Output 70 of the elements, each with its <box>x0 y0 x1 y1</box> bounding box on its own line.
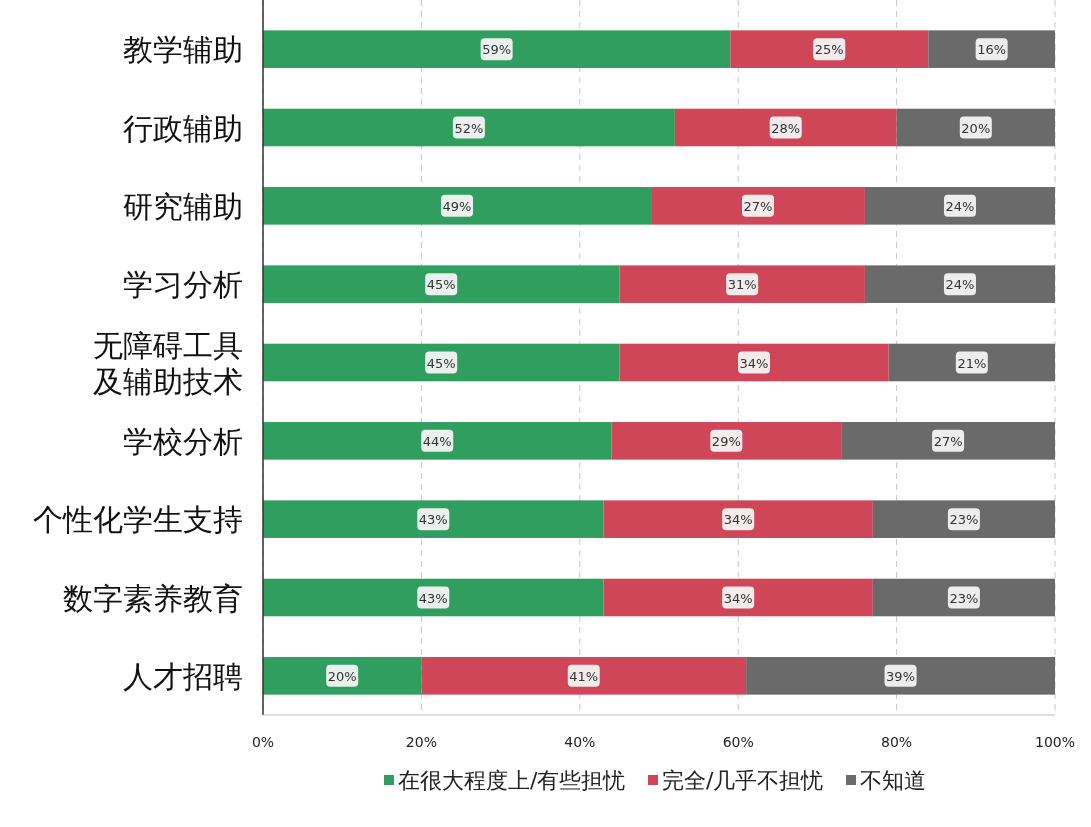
y-tick-label: 研究辅助 <box>123 188 243 224</box>
bar <box>603 578 873 617</box>
data-label: 34% <box>723 590 753 606</box>
x-tick-label: 80% <box>881 734 913 750</box>
data-label: 52% <box>454 120 484 136</box>
x-tick-label: 20% <box>405 734 437 750</box>
bar <box>674 108 897 147</box>
bar <box>263 108 675 147</box>
data-label: 41% <box>569 668 599 684</box>
data-label: 25% <box>814 42 844 58</box>
bar <box>651 187 865 225</box>
data-label: 34% <box>723 512 753 528</box>
x-tick-label: 0% <box>251 734 275 750</box>
data-label: 23% <box>949 590 979 606</box>
data-label: 44% <box>422 433 452 449</box>
data-label: 49% <box>442 198 472 214</box>
bar <box>263 187 652 225</box>
data-label: 39% <box>886 668 916 684</box>
data-label: 43% <box>418 590 448 606</box>
bar <box>263 578 604 617</box>
bar <box>263 422 612 460</box>
data-label: 23% <box>949 512 979 528</box>
legend-label: 不知道 <box>860 768 926 793</box>
y-tick-label: 数字素养教育 <box>63 580 243 615</box>
bar <box>263 500 604 538</box>
y-tick-label: 学校分析 <box>123 423 243 459</box>
bar <box>841 422 1055 460</box>
y-tick-label: 学习分析 <box>123 266 243 302</box>
data-label: 20% <box>327 668 357 684</box>
data-label: 24% <box>945 198 975 214</box>
data-label: 59% <box>482 42 512 58</box>
bar <box>263 657 422 695</box>
bar <box>603 500 873 538</box>
data-label: 43% <box>418 512 448 528</box>
data-label: 21% <box>957 355 987 371</box>
data-label: 20% <box>961 120 991 136</box>
data-label: 45% <box>426 355 456 371</box>
data-label: 27% <box>933 433 963 449</box>
bar <box>888 343 1055 382</box>
x-tick-label: 60% <box>722 734 754 750</box>
data-label: 45% <box>426 277 456 293</box>
bar <box>864 187 1055 225</box>
data-label: 24% <box>945 277 975 293</box>
data-label: 31% <box>727 277 757 293</box>
data-label: 16% <box>977 42 1007 58</box>
bar <box>872 578 1055 617</box>
legend-label: 在很大程度上/有些担忧 <box>398 768 626 793</box>
y-tick-label: 行政辅助 <box>123 110 243 145</box>
bar <box>872 500 1055 538</box>
x-tick-label: 40% <box>564 734 596 750</box>
data-label: 27% <box>743 198 773 214</box>
bar <box>611 422 842 460</box>
bar <box>746 657 1055 695</box>
bar <box>619 343 889 382</box>
bar <box>864 265 1055 303</box>
x-tick-label: 100% <box>1034 734 1076 750</box>
legend-label: 完全/几乎不担忧 <box>662 768 824 793</box>
data-label: 29% <box>711 433 741 449</box>
bar <box>421 657 747 695</box>
bar <box>619 265 865 303</box>
bar <box>263 30 731 68</box>
y-tick-label: 教学辅助 <box>123 31 243 67</box>
y-tick-label: 个性化学生支持 <box>33 501 243 537</box>
y-tick-label: 人才招聘 <box>123 658 243 694</box>
bar <box>730 30 929 68</box>
data-label: 34% <box>739 355 769 371</box>
bar <box>263 265 620 303</box>
data-label: 28% <box>771 120 801 136</box>
y-tick-label: 无障碍工具及辅助技术 <box>93 327 243 398</box>
bar <box>263 343 620 382</box>
